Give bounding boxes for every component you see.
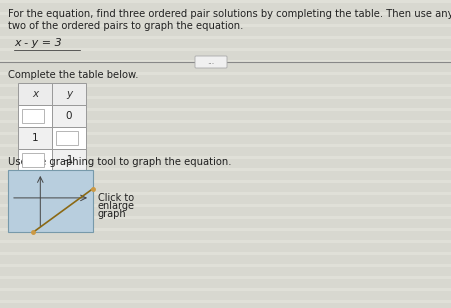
Bar <box>52 83 86 105</box>
Bar <box>0 288 451 291</box>
Text: two of the ordered pairs to graph the equation.: two of the ordered pairs to graph the eq… <box>8 21 243 31</box>
Bar <box>22 109 44 123</box>
Bar <box>8 170 93 232</box>
Text: 1: 1 <box>32 133 38 143</box>
Text: x: x <box>32 89 38 99</box>
Text: y: y <box>66 89 72 99</box>
Text: enlarge: enlarge <box>98 201 135 211</box>
Bar <box>0 228 451 231</box>
Bar <box>0 0 451 3</box>
Bar <box>18 83 52 105</box>
FancyBboxPatch shape <box>194 56 226 68</box>
Bar <box>56 131 78 145</box>
Text: For the equation, find three ordered pair solutions by completing the table. The: For the equation, find three ordered pai… <box>8 9 451 19</box>
Bar <box>52 127 86 149</box>
Text: Click to: Click to <box>98 193 134 203</box>
Text: x - y = 3: x - y = 3 <box>14 38 62 48</box>
Bar <box>52 105 86 127</box>
Bar <box>0 48 451 51</box>
Bar <box>0 156 451 159</box>
Bar <box>0 252 451 255</box>
Bar <box>0 84 451 87</box>
Text: graph: graph <box>98 209 126 219</box>
Bar <box>0 144 451 147</box>
Bar <box>22 153 44 167</box>
Bar <box>0 24 451 27</box>
Bar <box>0 240 451 243</box>
Text: Use the graphing tool to graph the equation.: Use the graphing tool to graph the equat… <box>8 157 231 167</box>
Bar <box>18 149 52 171</box>
Bar <box>0 120 451 123</box>
Bar <box>52 149 86 171</box>
Bar <box>18 127 52 149</box>
Bar <box>0 180 451 183</box>
Bar <box>0 36 451 39</box>
Bar <box>0 60 451 63</box>
Bar <box>0 276 451 279</box>
Bar <box>0 72 451 75</box>
Bar <box>0 12 451 15</box>
Text: 0: 0 <box>65 111 72 121</box>
Bar <box>0 264 451 267</box>
Bar <box>0 168 451 171</box>
Bar <box>18 105 52 127</box>
Bar <box>0 132 451 135</box>
Bar <box>0 108 451 111</box>
Text: -1: -1 <box>64 155 74 165</box>
Bar <box>0 204 451 207</box>
Bar <box>0 96 451 99</box>
Bar <box>0 300 451 303</box>
Text: Complete the table below.: Complete the table below. <box>8 70 138 80</box>
Bar <box>0 216 451 219</box>
Bar <box>0 192 451 195</box>
Text: ...: ... <box>207 58 214 67</box>
